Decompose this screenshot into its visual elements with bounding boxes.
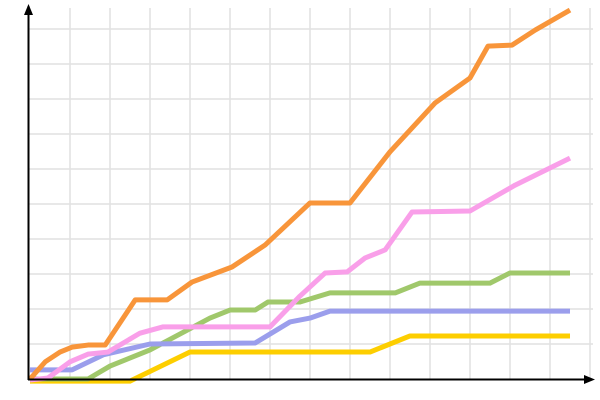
series-line-pink [29,155,572,383]
y-axis-arrowhead-icon [24,4,33,15]
series-line-yellow [30,333,570,384]
series-line-blue [30,308,570,373]
x-axis-arrowhead-icon [584,375,595,384]
series-line-orange [28,7,572,381]
series-line-green [30,270,570,382]
